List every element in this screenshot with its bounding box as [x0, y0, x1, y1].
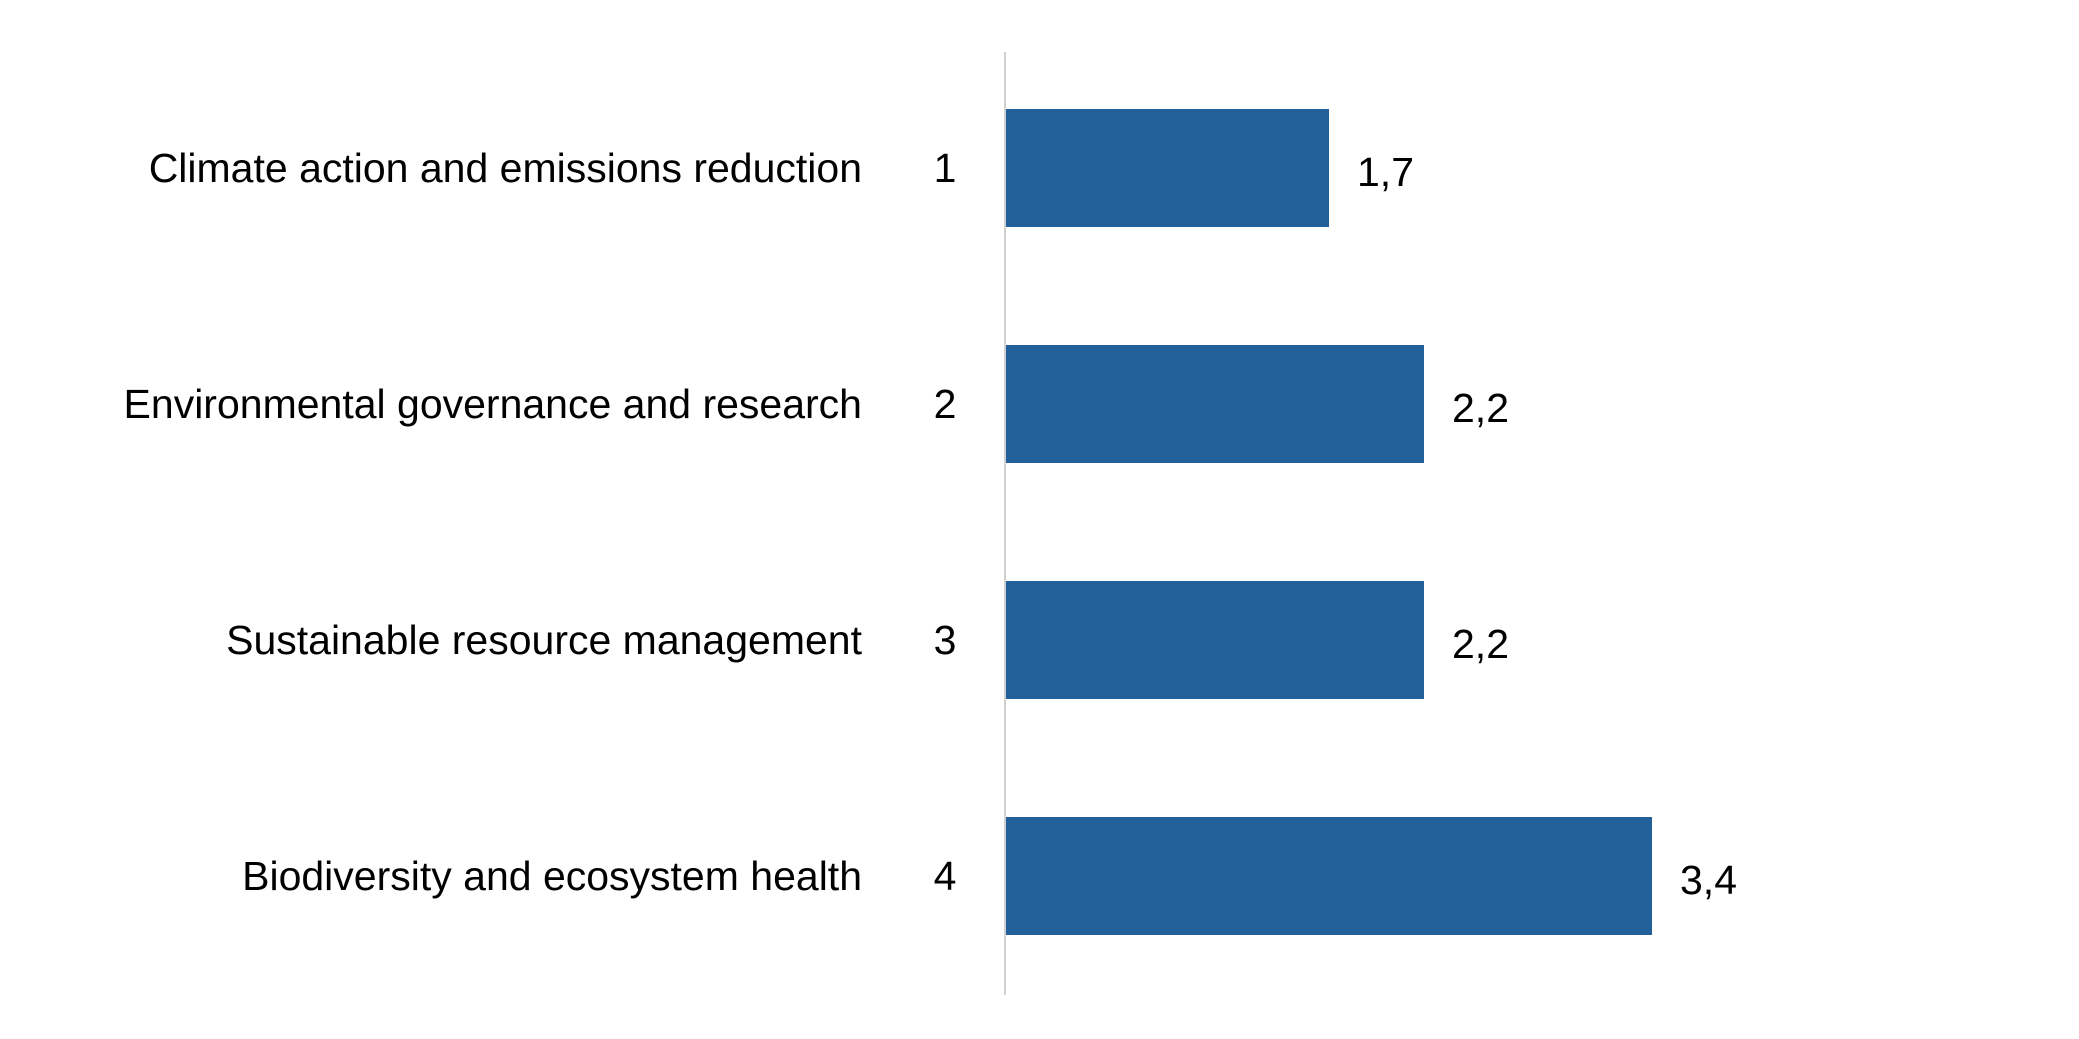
category-label: Environmental governance and research: [124, 381, 862, 427]
value-label: 2,2: [1452, 621, 1509, 667]
bar: [1006, 581, 1424, 699]
rank-label: 4: [934, 853, 957, 899]
rank-label: 3: [934, 617, 957, 663]
category-label: Climate action and emissions reduction: [149, 145, 862, 191]
value-label: 2,2: [1452, 385, 1509, 431]
bar: [1006, 345, 1424, 463]
bar: [1006, 109, 1329, 227]
category-label: Biodiversity and ecosystem health: [242, 853, 862, 899]
rank-label: 1: [934, 145, 957, 191]
bar: [1006, 817, 1652, 935]
value-label: 1,7: [1357, 149, 1414, 195]
rank-label: 2: [934, 381, 957, 427]
category-label: Sustainable resource management: [226, 617, 862, 663]
value-label: 3,4: [1680, 857, 1737, 903]
